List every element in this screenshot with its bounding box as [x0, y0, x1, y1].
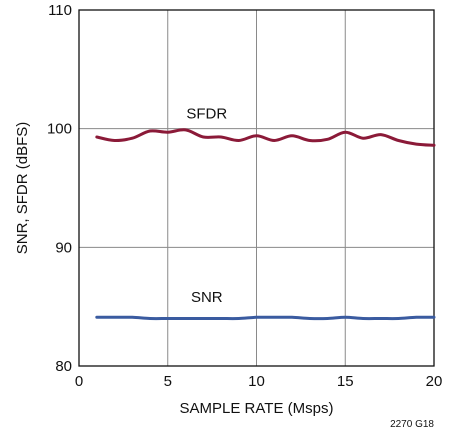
series-lines [95, 128, 436, 321]
x-axis-label: SAMPLE RATE (Msps) [180, 400, 334, 417]
snr-line [95, 315, 436, 321]
x-tick-label: 15 [337, 373, 354, 390]
x-tick-label: 20 [426, 373, 443, 390]
snr-series-label: SNR [191, 289, 223, 306]
x-tick-label: 5 [164, 373, 172, 390]
y-tick-label: 80 [55, 358, 72, 375]
y-tick-label: 90 [55, 239, 72, 256]
y-tick-label: 100 [47, 121, 72, 138]
x-tick-label: 0 [75, 373, 83, 390]
sfdr-line [95, 128, 436, 147]
tick-labels: 0 5 10 15 20 80 90 100 110 [47, 2, 442, 390]
y-tick-label: 110 [48, 2, 72, 19]
y-axis-label: SNR, SFDR (dBFS) [14, 122, 31, 255]
x-tick-label: 10 [248, 373, 265, 390]
grid [79, 10, 434, 366]
plot-frame [78, 9, 435, 367]
sfdr-series-label: SFDR [186, 106, 227, 123]
figure-id: 2270 G18 [390, 419, 434, 430]
